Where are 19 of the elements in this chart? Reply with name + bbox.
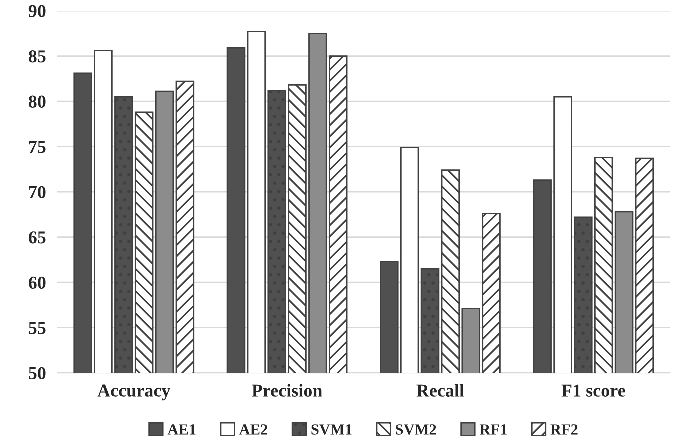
y-tick-label: 90 [28, 5, 46, 18]
legend-label: SVM2 [396, 424, 436, 435]
y-tick-label: 70 [29, 186, 46, 198]
y-tick-label: 50 [29, 367, 46, 380]
legend-label: RF1 [480, 424, 507, 435]
x-tick-label: Precision [252, 384, 322, 397]
y-tick-label: 80 [28, 96, 46, 108]
y-tick-label: 85 [28, 50, 46, 63]
y-tick-label: 65 [28, 232, 46, 244]
y-tick-label: 60 [28, 276, 46, 290]
y-tick-label: 55 [29, 322, 46, 334]
y-tick-label: 75 [29, 141, 46, 154]
x-tick-label: Accuracy [98, 384, 171, 401]
x-tick-label: F1 score [562, 384, 626, 397]
legend-label: AE2 [239, 424, 268, 435]
x-tick-label: Recall [416, 384, 464, 397]
legend-label: AE1 [168, 424, 196, 435]
legend-label: RF2 [550, 424, 578, 435]
legend-label: SVM1 [312, 424, 352, 435]
